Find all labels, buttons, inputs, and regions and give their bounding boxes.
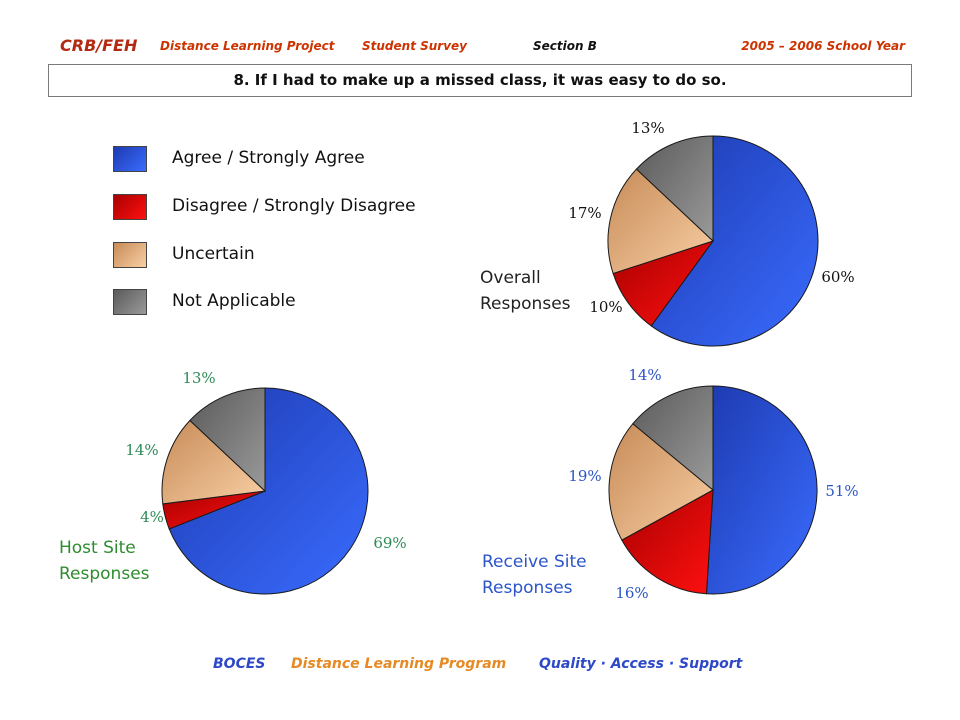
host-slice-not-applicable [189,387,266,493]
overall-label-agree: 60% [821,268,854,286]
overall-title-line-2: Responses [480,294,571,314]
legend-swatch-agree [113,146,147,172]
host-slice-agree [168,387,369,595]
receive-title-line-2: Responses [482,578,573,598]
school-year: 2005 – 2006 School Year [741,39,905,53]
host-chart-title: Host Site Responses [59,535,150,587]
project-name: Distance Learning Project [160,39,335,53]
host-slice-uncertain [161,419,267,505]
overall-label-not-applicable: 13% [631,119,664,137]
host-title-line-1: Host Site [59,538,136,558]
receive-label-agree: 51% [825,482,858,500]
receive-slice-disagree [621,489,714,595]
overall-title-line-1: Overall [480,268,541,288]
survey-name: Student Survey [362,39,467,53]
receive-slice-uncertain [608,423,714,541]
receive-title-line-1: Receive Site [482,552,587,572]
receive-label-uncertain: 19% [568,467,601,485]
legend-swatch-uncertain [113,242,147,268]
legend-label-disagree: Disagree / Strongly Disagree [172,196,416,216]
legend-label-agree: Agree / Strongly Agree [172,148,365,168]
receive-slice-agree [705,385,818,595]
brand-title: CRB/FEH [60,36,138,55]
footer-program: Distance Learning Program [291,656,507,672]
legend-label-not-applicable: Not Applicable [172,291,296,311]
host-title-line-2: Responses [59,564,150,584]
receive-label-not-applicable: 14% [628,366,661,384]
legend-swatch-disagree [113,194,147,220]
host-label-agree: 69% [373,534,406,552]
overall-slice-uncertain [607,168,714,275]
overall-chart-title: Overall Responses [480,265,571,317]
receive-slice-not-applicable [632,385,714,492]
host-label-not-applicable: 13% [182,369,215,387]
receive-chart-title: Receive Site Responses [482,549,587,601]
receive-label-disagree: 16% [615,584,648,602]
overall-slice-agree [650,135,819,347]
host-label-uncertain: 14% [125,441,158,459]
slide-header: CRB/FEH Distance Learning Project Studen… [60,36,920,56]
survey-question: 8. If I had to make up a missed class, i… [48,64,912,97]
overall-slice-not-applicable [635,135,714,243]
overall-label-uncertain: 17% [568,204,601,222]
footer-tagline: Quality · Access · Support [539,656,743,672]
section-label: Section B [533,39,597,53]
legend-swatch-not-applicable [113,289,147,315]
host-label-disagree: 4% [140,508,164,526]
overall-label-disagree: 10% [589,298,622,316]
footer-org: BOCES [213,656,266,672]
legend-label-uncertain: Uncertain [172,244,255,264]
